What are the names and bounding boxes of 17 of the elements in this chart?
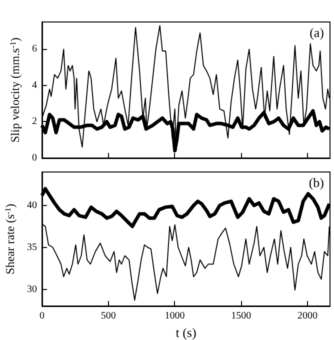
annotation: (b): [308, 175, 324, 190]
y-tick-label: 4: [32, 80, 37, 91]
y-tick-label: 0: [32, 152, 37, 164]
y-tick-label: 35: [27, 242, 37, 253]
x-tick-label: 0: [40, 310, 44, 322]
y-tick-label: 2: [32, 116, 37, 128]
annotation: (a): [310, 25, 324, 40]
y-axis-title: Shear rate (s-1): [3, 204, 18, 274]
x-tick-label: 2000: [297, 310, 318, 322]
y-tick-label: 30: [27, 284, 37, 295]
x-tick-label: 500: [100, 310, 116, 322]
x-tick-label: 1000: [164, 310, 185, 322]
x-tick-label: 1500: [231, 310, 252, 322]
x-axis-title: t (s): [176, 324, 196, 340]
y-axis-title: Slip velocity (mm.s-1): [8, 38, 22, 142]
y-tick-label: 40: [27, 200, 37, 211]
y-tick-label: 6: [32, 44, 37, 55]
